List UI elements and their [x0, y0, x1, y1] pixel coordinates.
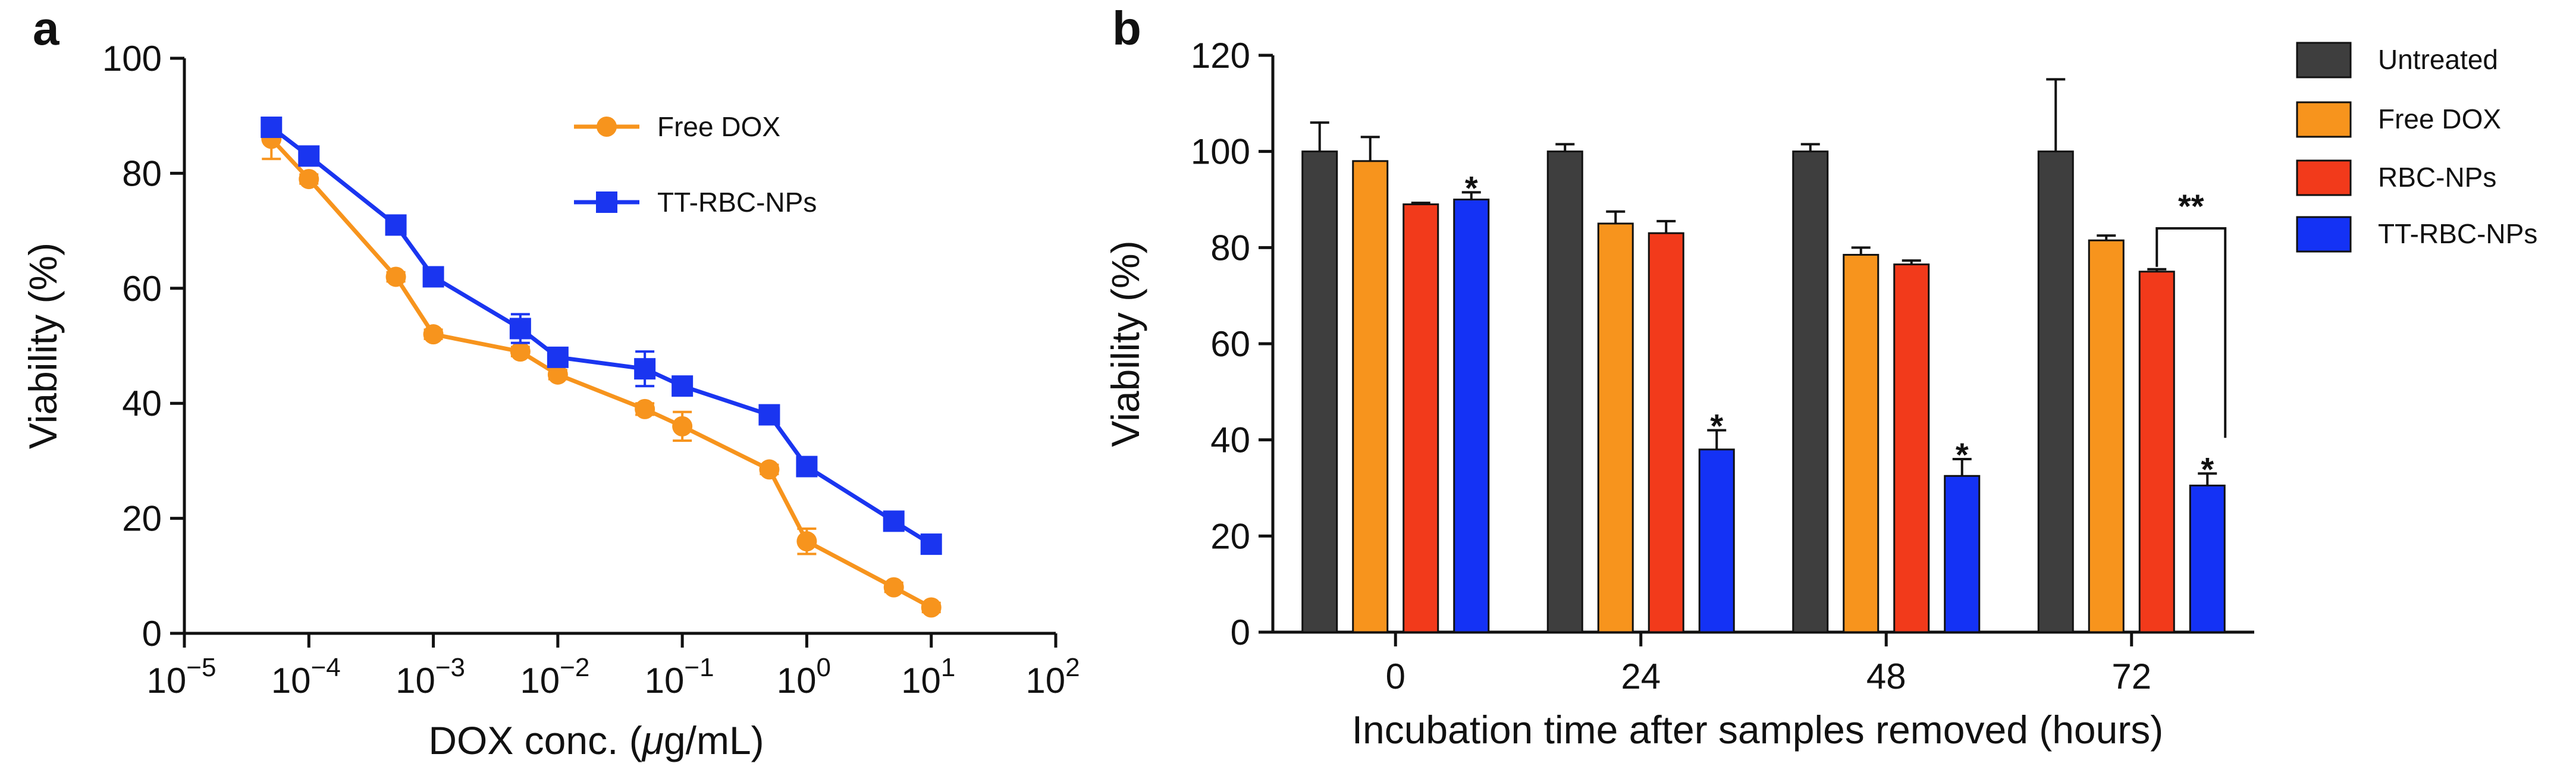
x-tick-label: 10−2	[520, 653, 589, 701]
x-tick-label: 48	[1866, 657, 1906, 696]
data-point-tt-rbc-nps	[385, 214, 407, 236]
significance-star: *	[1956, 436, 1969, 473]
x-tick-label: 24	[1621, 657, 1661, 696]
y-tick-label: 100	[1191, 132, 1250, 172]
data-point-free-dox	[759, 459, 780, 480]
bar-untreated	[2037, 150, 2074, 633]
x-tick-label: 0	[1386, 657, 1405, 696]
data-point-tt-rbc-nps	[422, 266, 444, 288]
legend-label: Free DOX	[2378, 103, 2501, 134]
bar-free-dox	[1843, 253, 1880, 633]
significance-bracket-label: **	[2178, 187, 2204, 225]
significance-star: *	[1710, 407, 1723, 445]
bar-rbc-nps	[1893, 263, 1930, 633]
legend-swatch	[2296, 42, 2352, 78]
bar-untreated	[1792, 150, 1829, 633]
y-tick-label: 60	[122, 269, 162, 309]
legend-label: RBC-NPs	[2378, 162, 2496, 193]
legend-label: TT-RBC-NPs	[2378, 218, 2537, 249]
bar-tt-rbc-nps	[1453, 199, 1490, 633]
bar-tt-rbc-nps	[1698, 448, 1735, 633]
bar-rbc-nps	[1402, 203, 1439, 633]
data-point-tt-rbc-nps	[920, 533, 942, 555]
bar-free-dox	[1352, 160, 1389, 633]
bar-free-dox	[2088, 239, 2125, 633]
bar-untreated	[1301, 150, 1338, 633]
y-tick-label: 80	[122, 153, 162, 193]
series-line-free-dox	[269, 137, 933, 610]
y-tick-label: 100	[102, 39, 162, 78]
data-point-tt-rbc-nps	[672, 375, 694, 397]
data-point-free-dox	[547, 364, 568, 385]
data-point-free-dox	[883, 577, 904, 598]
x-axis-title: DOX conc. (μg/mL)	[428, 718, 764, 762]
data-point-free-dox	[299, 169, 319, 190]
bar-rbc-nps	[2138, 271, 2175, 633]
legend-marker-square	[596, 191, 617, 213]
panel-a-line-chart: 0 20 40 60 80 100 10−5 10−4 10−3 10−2 10−1 100 101 10…	[21, 39, 1080, 762]
data-point-free-dox	[635, 398, 655, 419]
series-line-tt-rbc-nps	[270, 125, 933, 547]
bar-tt-rbc-nps	[2189, 484, 2226, 633]
data-point-tt-rbc-nps	[547, 346, 569, 368]
data-point-tt-rbc-nps	[796, 456, 818, 478]
data-point-free-dox	[385, 266, 406, 287]
data-point-tt-rbc-nps	[883, 510, 905, 532]
panel-label-a: a	[33, 2, 59, 55]
y-axis-title: Viability (%)	[1103, 240, 1147, 447]
y-tick-label: 0	[1231, 613, 1250, 652]
x-tick-label: 72	[2111, 657, 2151, 696]
legend-label: Untreated	[2378, 44, 2498, 75]
x-tick-label: 10−5	[147, 653, 217, 701]
y-tick-label: 120	[1191, 36, 1250, 76]
data-point-tt-rbc-nps	[634, 358, 656, 380]
legend-swatch	[2296, 159, 2352, 196]
data-point-free-dox	[921, 597, 942, 618]
legend-swatch	[2296, 101, 2352, 138]
x-axis-title: Incubation time after samples removed (h…	[1352, 708, 2164, 752]
bar-untreated	[1546, 150, 1583, 633]
x-tick-label: 100	[777, 653, 831, 701]
bar-rbc-nps	[1648, 232, 1684, 633]
legend-swatch	[2296, 216, 2352, 253]
y-tick-label: 0	[142, 614, 162, 654]
legend-label: TT-RBC-NPs	[657, 187, 817, 218]
y-tick-label: 20	[122, 499, 162, 539]
significance-star: *	[2201, 450, 2214, 488]
y-tick-label: 40	[1210, 420, 1250, 460]
bar-free-dox	[1597, 222, 1634, 633]
data-point-free-dox	[423, 324, 444, 345]
x-tick-label: 10−3	[396, 653, 465, 701]
x-tick-label: 10−4	[271, 653, 341, 701]
y-axis-title: Viability (%)	[21, 243, 65, 449]
legend-label: Free DOX	[657, 111, 780, 142]
data-point-free-dox	[672, 416, 693, 436]
x-tick-label: 102	[1025, 653, 1080, 701]
data-point-tt-rbc-nps	[261, 117, 283, 139]
y-tick-label: 20	[1210, 516, 1250, 556]
x-tick-label: 101	[901, 653, 955, 701]
y-tick-label: 80	[1210, 228, 1250, 268]
data-point-free-dox	[796, 531, 817, 552]
x-tick-label: 10−1	[645, 653, 714, 701]
significance-star: *	[1465, 169, 1478, 206]
data-point-tt-rbc-nps	[509, 318, 531, 340]
significance-bracket	[2155, 227, 2227, 438]
legend-marker-circle	[597, 117, 617, 137]
data-point-tt-rbc-nps	[758, 404, 780, 426]
bar-tt-rbc-nps	[1944, 475, 1981, 633]
y-tick-label: 60	[1210, 324, 1250, 364]
panel-label-b: b	[1112, 2, 1141, 55]
data-point-free-dox	[510, 341, 531, 362]
data-point-tt-rbc-nps	[298, 145, 320, 167]
y-tick-label: 40	[122, 384, 162, 423]
